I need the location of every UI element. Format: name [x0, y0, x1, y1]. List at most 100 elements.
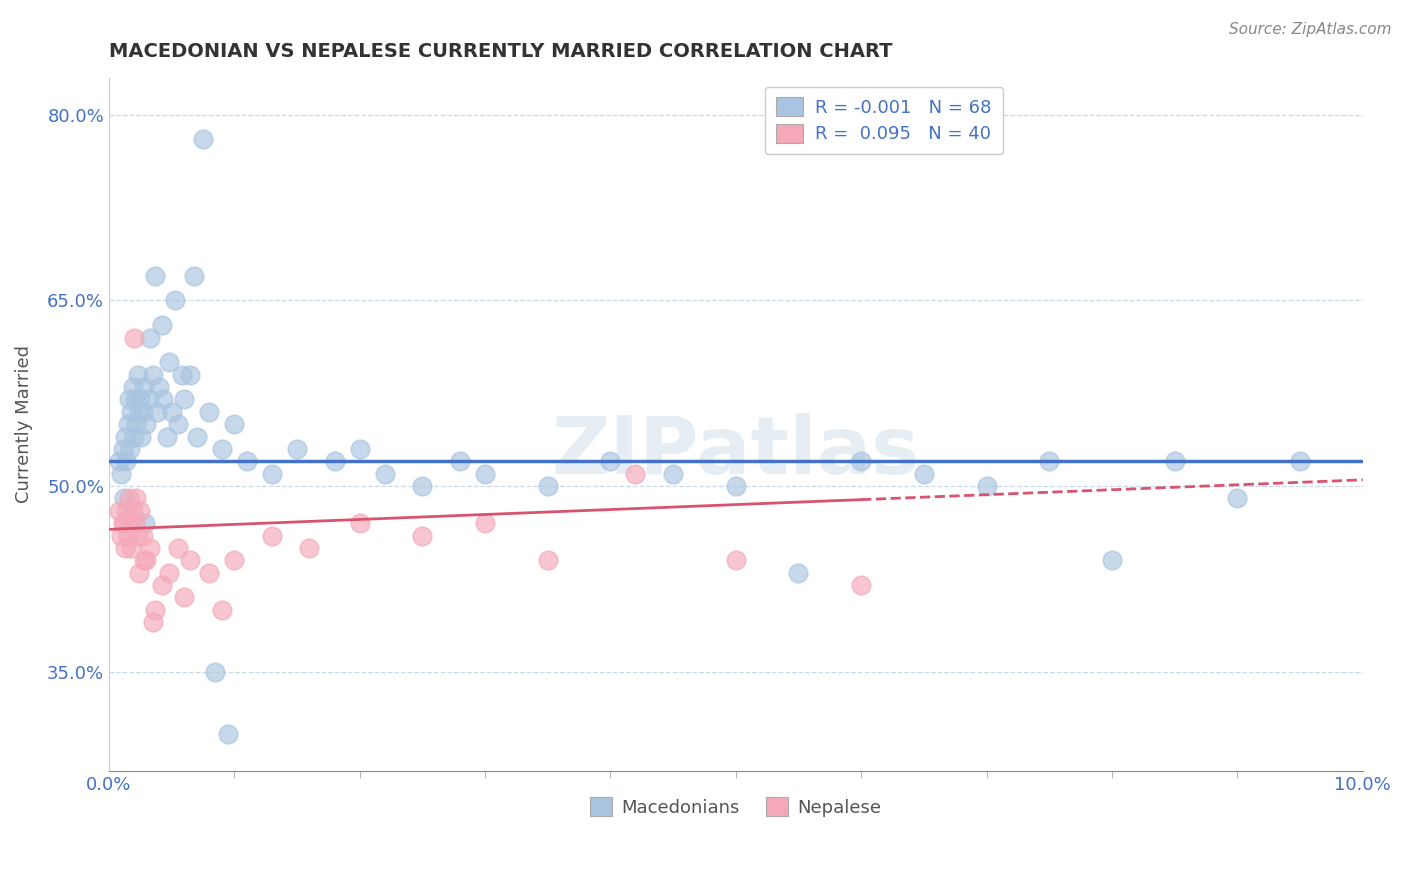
Text: ZIPatlas: ZIPatlas	[551, 413, 920, 491]
Point	[127, 528, 149, 542]
Point	[131, 429, 153, 443]
Point	[1226, 491, 1249, 506]
Point	[198, 566, 221, 580]
Point	[115, 454, 138, 468]
Point	[132, 528, 155, 542]
Point	[166, 417, 188, 431]
Point	[110, 467, 132, 481]
Point	[138, 392, 160, 407]
Point	[114, 429, 136, 443]
Point	[139, 330, 162, 344]
Point	[449, 454, 471, 468]
Point	[1289, 454, 1312, 468]
Point	[912, 467, 935, 481]
Point	[112, 491, 135, 506]
Point	[204, 665, 226, 679]
Point	[122, 330, 145, 344]
Point	[108, 454, 131, 468]
Point	[173, 392, 195, 407]
Point	[145, 405, 167, 419]
Point	[224, 417, 246, 431]
Point	[160, 405, 183, 419]
Point	[134, 516, 156, 530]
Point	[114, 541, 136, 555]
Point	[349, 516, 371, 530]
Text: MACEDONIAN VS NEPALESE CURRENTLY MARRIED CORRELATION CHART: MACEDONIAN VS NEPALESE CURRENTLY MARRIED…	[108, 42, 893, 61]
Point	[224, 553, 246, 567]
Point	[117, 417, 139, 431]
Point	[128, 566, 150, 580]
Point	[132, 405, 155, 419]
Point	[374, 467, 396, 481]
Point	[120, 405, 142, 419]
Point	[148, 380, 170, 394]
Point	[165, 293, 187, 308]
Point	[117, 528, 139, 542]
Point	[142, 368, 165, 382]
Point	[143, 268, 166, 283]
Point	[125, 417, 148, 431]
Point	[411, 479, 433, 493]
Point	[125, 491, 148, 506]
Point	[1101, 553, 1123, 567]
Point	[110, 528, 132, 542]
Point	[111, 516, 134, 530]
Point	[474, 516, 496, 530]
Point	[179, 553, 201, 567]
Legend: Macedonians, Nepalese: Macedonians, Nepalese	[583, 790, 889, 824]
Point	[537, 553, 560, 567]
Point	[120, 516, 142, 530]
Point	[236, 454, 259, 468]
Point	[323, 454, 346, 468]
Point	[150, 318, 173, 332]
Point	[118, 392, 141, 407]
Point	[260, 528, 283, 542]
Point	[111, 442, 134, 456]
Point	[260, 467, 283, 481]
Point	[143, 603, 166, 617]
Point	[173, 591, 195, 605]
Point	[129, 504, 152, 518]
Point	[724, 479, 747, 493]
Point	[198, 405, 221, 419]
Point	[787, 566, 810, 580]
Point	[849, 454, 872, 468]
Point	[124, 392, 146, 407]
Point	[157, 355, 180, 369]
Point	[132, 553, 155, 567]
Point	[599, 454, 621, 468]
Point	[115, 504, 138, 518]
Point	[132, 380, 155, 394]
Point	[121, 380, 143, 394]
Point	[139, 541, 162, 555]
Point	[191, 132, 214, 146]
Point	[285, 442, 308, 456]
Point	[186, 429, 208, 443]
Point	[411, 528, 433, 542]
Point	[1038, 454, 1060, 468]
Point	[108, 504, 131, 518]
Point	[976, 479, 998, 493]
Point	[183, 268, 205, 283]
Point	[127, 368, 149, 382]
Point	[155, 429, 177, 443]
Point	[724, 553, 747, 567]
Point	[152, 392, 174, 407]
Point	[150, 578, 173, 592]
Point	[118, 491, 141, 506]
Point	[135, 553, 157, 567]
Point	[128, 405, 150, 419]
Point	[112, 516, 135, 530]
Point	[135, 417, 157, 431]
Point	[624, 467, 647, 481]
Point	[1163, 454, 1185, 468]
Point	[166, 541, 188, 555]
Point	[662, 467, 685, 481]
Text: Source: ZipAtlas.com: Source: ZipAtlas.com	[1229, 22, 1392, 37]
Point	[537, 479, 560, 493]
Point	[129, 392, 152, 407]
Point	[124, 516, 146, 530]
Point	[298, 541, 321, 555]
Point	[211, 442, 233, 456]
Point	[170, 368, 193, 382]
